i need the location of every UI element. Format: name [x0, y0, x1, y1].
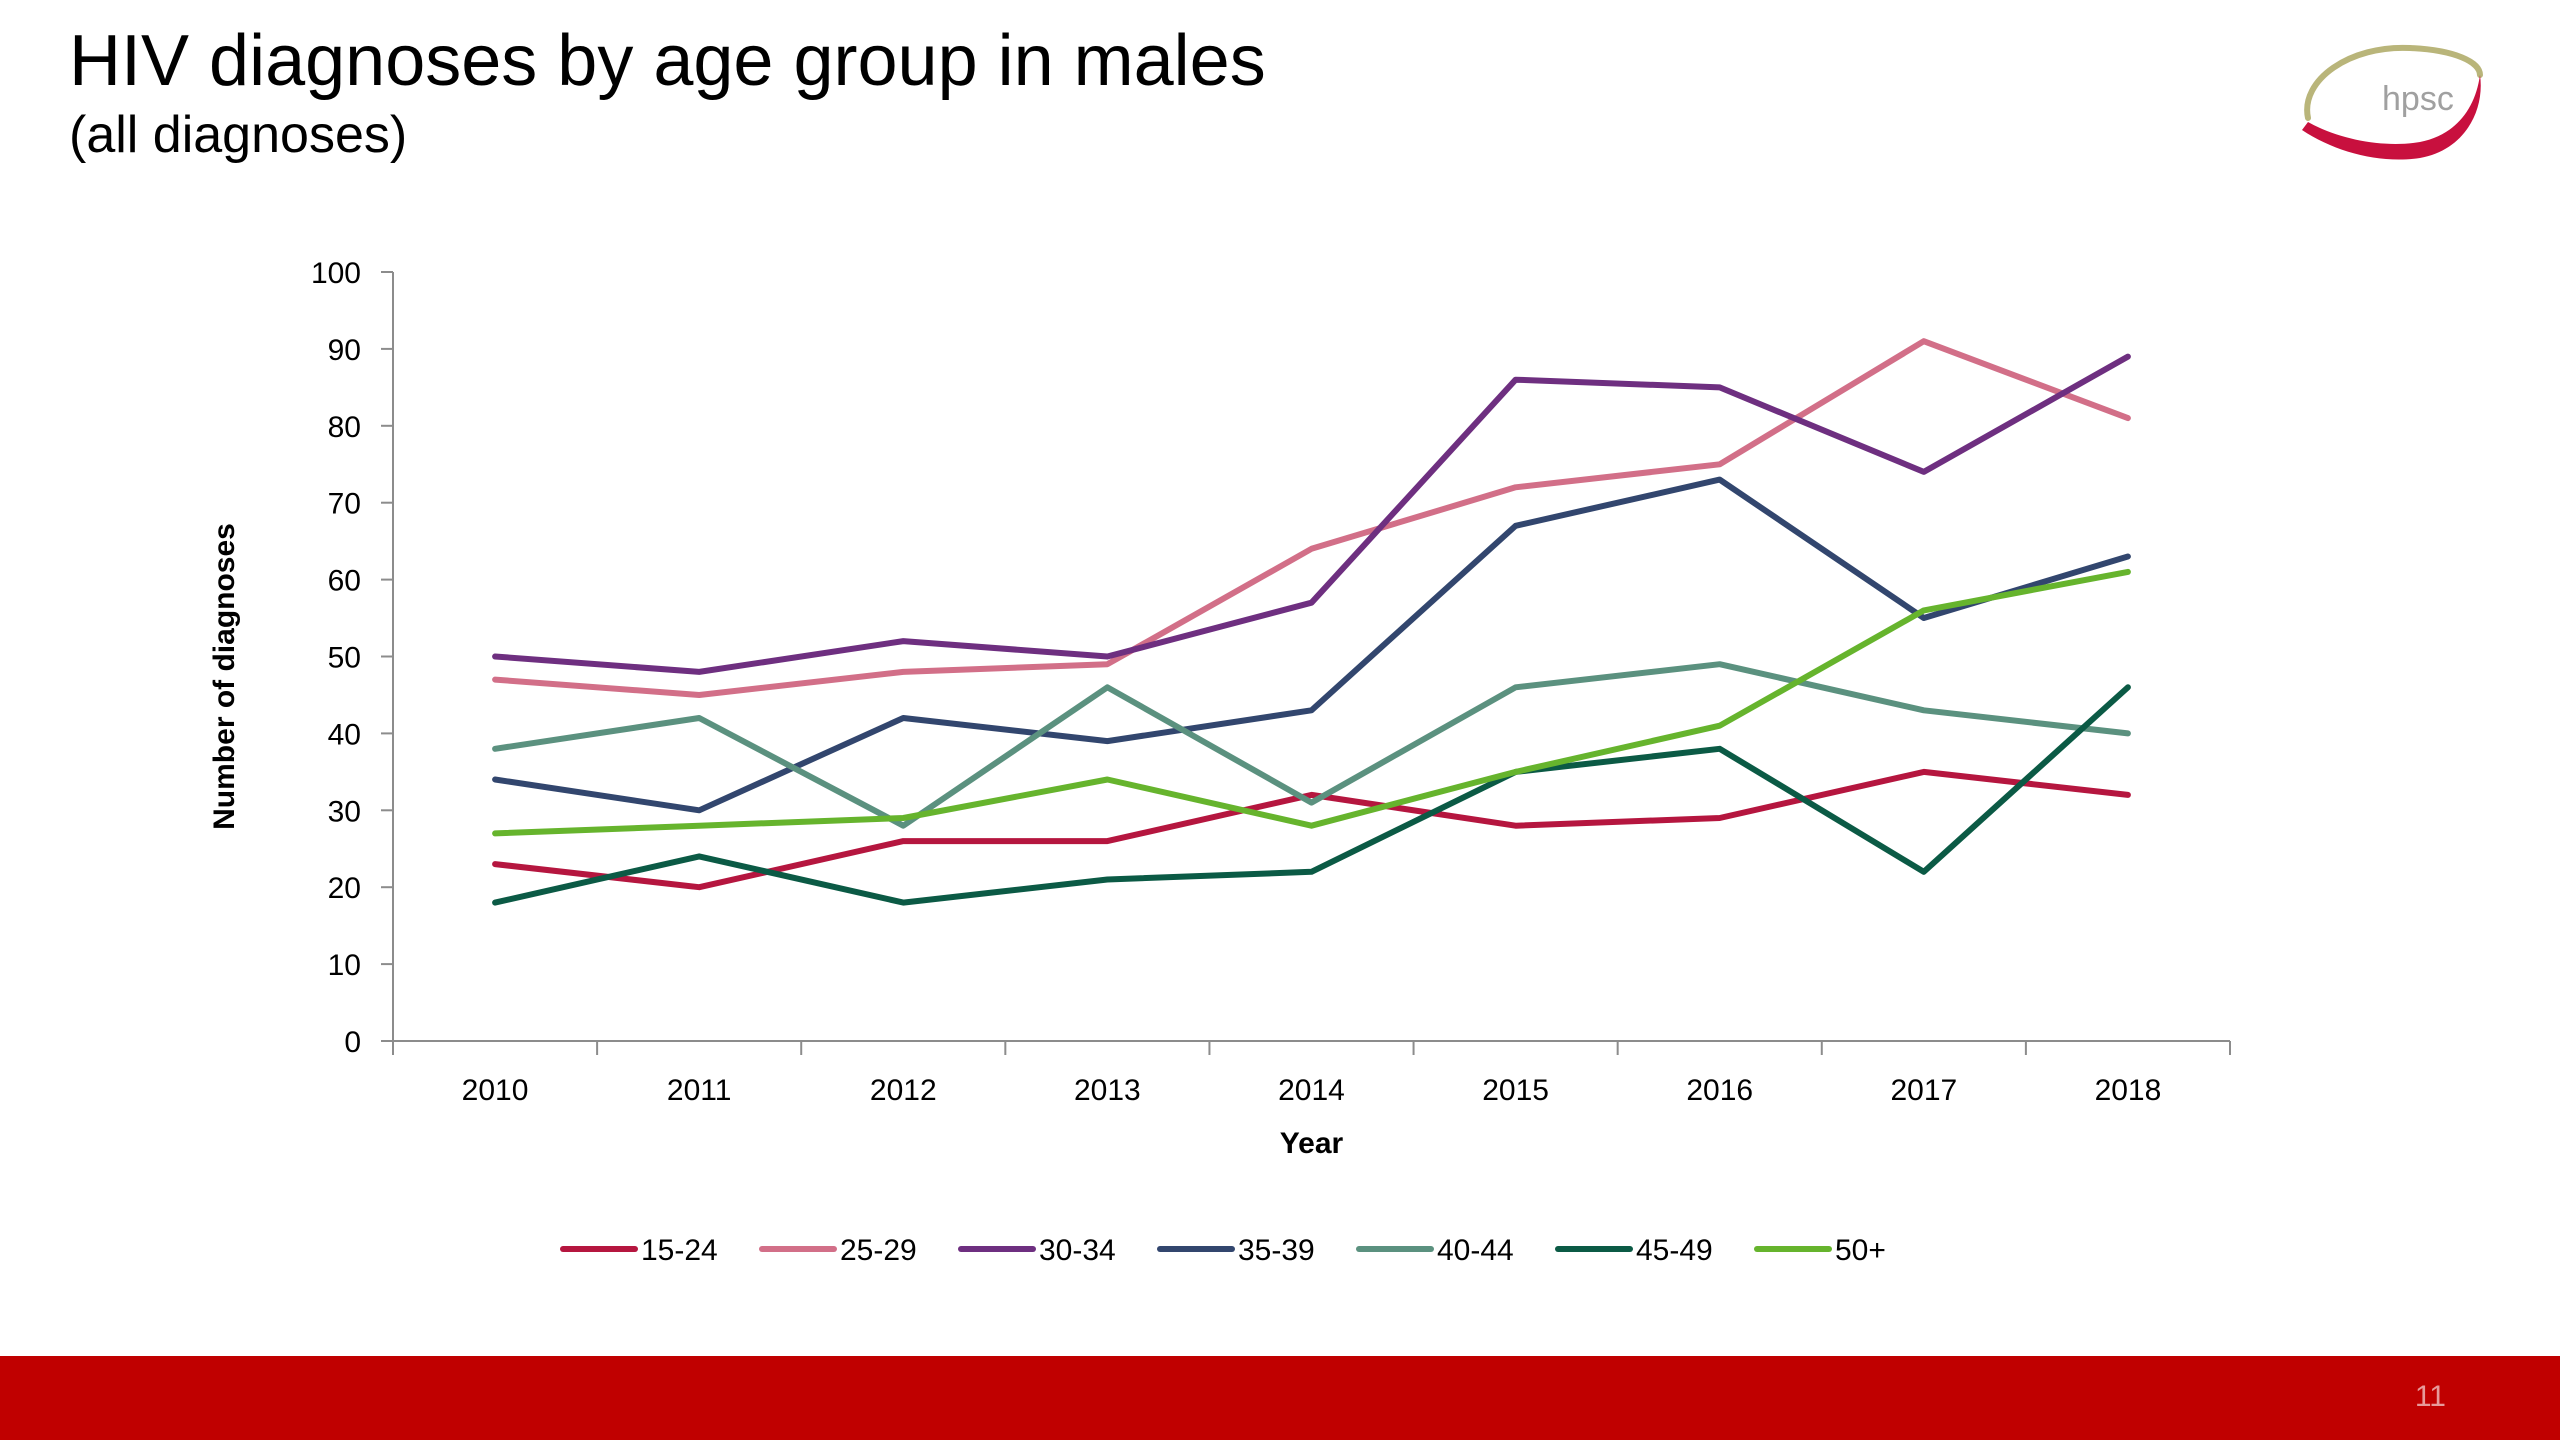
x-tick-label: 2012	[870, 1074, 937, 1107]
page-number: 11	[2414, 1380, 2446, 1413]
series-line-35-39	[492, 476, 2131, 814]
logo-text: hpsc	[2382, 80, 2454, 118]
legend-label-35-39: 35-39	[1238, 1234, 1315, 1267]
x-tick-label: 2015	[1482, 1074, 1549, 1107]
y-tick-label: 100	[311, 257, 361, 290]
y-axis-title: Number of diagnoses	[208, 523, 241, 830]
y-tick-label: 90	[328, 334, 361, 367]
slide-subtitle: (all diagnoses)	[69, 106, 408, 164]
slide-title: HIV diagnoses by age group in males	[69, 21, 1266, 101]
x-tick-label: 2018	[2095, 1074, 2162, 1107]
y-tick-label: 10	[328, 949, 361, 982]
y-tick-label: 30	[328, 795, 361, 828]
legend-label-25-29: 25-29	[840, 1234, 917, 1267]
legend-label-15-24: 15-24	[641, 1234, 718, 1267]
legend-label-50+: 50+	[1835, 1234, 1886, 1267]
series-line-40-44	[492, 661, 2131, 829]
y-tick-label: 60	[328, 565, 361, 598]
y-tick-label: 50	[328, 642, 361, 675]
x-tick-label: 2017	[1890, 1074, 1957, 1107]
chart-legend: 15-24 25-29 30-34 35-39 40-44 45-49 50+	[560, 1234, 1886, 1267]
series-line-50+	[492, 568, 2131, 837]
y-tick-label: 80	[328, 411, 361, 444]
x-tick-label: 2010	[462, 1074, 529, 1107]
y-tick-label: 20	[328, 872, 361, 905]
chart-axes: 0 10 20 30 40 50 60 70 80 90 100 2010 2011 2012 2013 20…	[208, 257, 2231, 1160]
y-tick-label: 0	[344, 1026, 361, 1059]
y-tick-label: 40	[328, 718, 361, 751]
x-tick-label: 2011	[667, 1074, 732, 1107]
y-tick-label: 70	[328, 488, 361, 521]
footer-bar	[0, 1356, 2560, 1440]
chart-series	[492, 338, 2131, 906]
x-axis-title: Year	[1280, 1127, 1344, 1160]
series-line-30-34	[492, 353, 2131, 675]
line-chart: 0 10 20 30 40 50 60 70 80 90 100 2010 2011 2012 2013 20…	[208, 257, 2231, 1267]
series-line-45-49	[492, 684, 2131, 906]
legend-label-40-44: 40-44	[1437, 1234, 1514, 1267]
x-tick-label: 2013	[1074, 1074, 1141, 1107]
series-line-25-29	[492, 338, 2131, 698]
legend-label-30-34: 30-34	[1039, 1234, 1116, 1267]
x-tick-label: 2014	[1278, 1074, 1345, 1107]
x-tick-label: 2016	[1686, 1074, 1753, 1107]
legend-label-45-49: 45-49	[1636, 1234, 1713, 1267]
hpsc-logo: hpsc	[2302, 44, 2483, 160]
